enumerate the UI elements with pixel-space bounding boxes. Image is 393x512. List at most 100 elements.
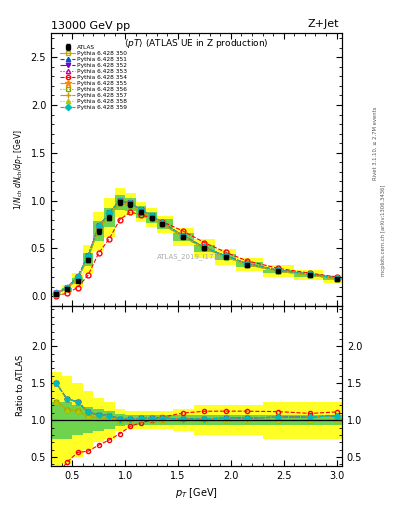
Pythia 6.428 353 bbox=[181, 233, 185, 239]
Pythia 6.428 359 bbox=[96, 223, 101, 229]
Line: Pythia 6.428 356: Pythia 6.428 356 bbox=[54, 200, 339, 296]
Pythia 6.428 353 bbox=[54, 290, 59, 296]
Pythia 6.428 359 bbox=[276, 267, 281, 273]
Pythia 6.428 353 bbox=[139, 207, 143, 213]
Pythia 6.428 353 bbox=[64, 285, 69, 291]
Pythia 6.428 357 bbox=[107, 212, 112, 218]
Pythia 6.428 358 bbox=[276, 268, 281, 274]
Pythia 6.428 357 bbox=[334, 276, 339, 282]
Pythia 6.428 351 bbox=[118, 198, 122, 204]
Line: Pythia 6.428 351: Pythia 6.428 351 bbox=[54, 198, 339, 296]
Pythia 6.428 351 bbox=[54, 290, 59, 296]
Pythia 6.428 352 bbox=[334, 275, 339, 281]
Line: Pythia 6.428 354: Pythia 6.428 354 bbox=[54, 209, 339, 298]
Pythia 6.428 350 bbox=[160, 221, 165, 227]
Line: Pythia 6.428 355: Pythia 6.428 355 bbox=[53, 197, 340, 297]
Pythia 6.428 359 bbox=[64, 285, 69, 291]
Pythia 6.428 354 bbox=[181, 228, 185, 234]
Pythia 6.428 352 bbox=[118, 198, 122, 204]
Pythia 6.428 352 bbox=[75, 274, 80, 280]
Pythia 6.428 351 bbox=[64, 285, 69, 291]
Text: mcplots.cern.ch [arXiv:1306.3436]: mcplots.cern.ch [arXiv:1306.3436] bbox=[381, 185, 386, 276]
Pythia 6.428 351 bbox=[276, 267, 281, 273]
Pythia 6.428 355 bbox=[139, 207, 143, 213]
Pythia 6.428 354 bbox=[276, 265, 281, 271]
Pythia 6.428 357 bbox=[308, 272, 312, 278]
Pythia 6.428 352 bbox=[160, 220, 165, 226]
Pythia 6.428 352 bbox=[107, 210, 112, 216]
Pythia 6.428 356 bbox=[308, 272, 312, 278]
Pythia 6.428 355 bbox=[107, 210, 112, 216]
Pythia 6.428 359 bbox=[223, 253, 228, 259]
Pythia 6.428 358 bbox=[160, 220, 165, 226]
Pythia 6.428 354 bbox=[139, 212, 143, 218]
Pythia 6.428 353 bbox=[96, 223, 101, 229]
Pythia 6.428 352 bbox=[96, 223, 101, 229]
Pythia 6.428 355 bbox=[96, 223, 101, 229]
Pythia 6.428 352 bbox=[202, 244, 207, 250]
Y-axis label: Ratio to ATLAS: Ratio to ATLAS bbox=[16, 355, 25, 416]
Pythia 6.428 359 bbox=[86, 253, 90, 259]
Y-axis label: $1/N_\mathrm{ch}\ dN_\mathrm{ch}/dp_T\ [\mathrm{GeV}]$: $1/N_\mathrm{ch}\ dN_\mathrm{ch}/dp_T\ [… bbox=[12, 129, 25, 210]
Pythia 6.428 358 bbox=[54, 291, 59, 297]
Pythia 6.428 358 bbox=[64, 285, 69, 291]
Pythia 6.428 359 bbox=[160, 220, 165, 226]
Pythia 6.428 350 bbox=[334, 276, 339, 282]
Pythia 6.428 356 bbox=[223, 254, 228, 260]
Pythia 6.428 350 bbox=[54, 291, 59, 297]
Pythia 6.428 358 bbox=[128, 201, 133, 207]
Pythia 6.428 359 bbox=[202, 244, 207, 250]
Pythia 6.428 357 bbox=[128, 201, 133, 207]
Pythia 6.428 352 bbox=[181, 233, 185, 239]
Pythia 6.428 350 bbox=[223, 254, 228, 260]
Pythia 6.428 357 bbox=[202, 245, 207, 251]
Pythia 6.428 359 bbox=[181, 233, 185, 239]
Pythia 6.428 355 bbox=[334, 275, 339, 281]
Pythia 6.428 356 bbox=[64, 285, 69, 291]
Pythia 6.428 355 bbox=[86, 253, 90, 259]
Line: Pythia 6.428 350: Pythia 6.428 350 bbox=[54, 201, 339, 296]
Pythia 6.428 357 bbox=[181, 234, 185, 240]
Pythia 6.428 359 bbox=[54, 290, 59, 296]
Pythia 6.428 354 bbox=[75, 285, 80, 291]
Pythia 6.428 357 bbox=[244, 262, 249, 268]
Pythia 6.428 352 bbox=[64, 285, 69, 291]
Pythia 6.428 357 bbox=[75, 276, 80, 282]
Pythia 6.428 359 bbox=[149, 213, 154, 219]
Pythia 6.428 358 bbox=[139, 208, 143, 214]
Pythia 6.428 353 bbox=[86, 253, 90, 259]
Pythia 6.428 354 bbox=[334, 274, 339, 280]
Pythia 6.428 354 bbox=[160, 219, 165, 225]
Line: Pythia 6.428 357: Pythia 6.428 357 bbox=[53, 199, 340, 297]
Pythia 6.428 356 bbox=[96, 225, 101, 231]
Pythia 6.428 352 bbox=[149, 213, 154, 219]
Pythia 6.428 355 bbox=[64, 285, 69, 291]
Pythia 6.428 358 bbox=[223, 254, 228, 260]
Pythia 6.428 354 bbox=[308, 270, 312, 276]
Pythia 6.428 350 bbox=[128, 202, 133, 208]
Pythia 6.428 352 bbox=[308, 271, 312, 277]
Pythia 6.428 354 bbox=[149, 215, 154, 221]
Pythia 6.428 354 bbox=[202, 240, 207, 246]
Pythia 6.428 355 bbox=[160, 220, 165, 226]
Pythia 6.428 355 bbox=[54, 290, 59, 296]
Pythia 6.428 356 bbox=[118, 199, 122, 205]
Pythia 6.428 355 bbox=[128, 200, 133, 206]
Pythia 6.428 359 bbox=[75, 274, 80, 280]
Pythia 6.428 354 bbox=[96, 250, 101, 256]
Pythia 6.428 352 bbox=[244, 261, 249, 267]
Pythia 6.428 350 bbox=[276, 268, 281, 274]
Pythia 6.428 359 bbox=[139, 207, 143, 213]
Pythia 6.428 355 bbox=[308, 271, 312, 277]
Pythia 6.428 353 bbox=[244, 261, 249, 267]
Pythia 6.428 359 bbox=[107, 210, 112, 216]
Pythia 6.428 351 bbox=[96, 223, 101, 229]
Pythia 6.428 353 bbox=[223, 253, 228, 259]
Pythia 6.428 353 bbox=[75, 274, 80, 280]
Pythia 6.428 351 bbox=[223, 253, 228, 259]
Pythia 6.428 350 bbox=[118, 200, 122, 206]
Pythia 6.428 358 bbox=[244, 262, 249, 268]
Pythia 6.428 359 bbox=[308, 271, 312, 277]
Pythia 6.428 357 bbox=[149, 214, 154, 220]
Pythia 6.428 351 bbox=[181, 233, 185, 239]
